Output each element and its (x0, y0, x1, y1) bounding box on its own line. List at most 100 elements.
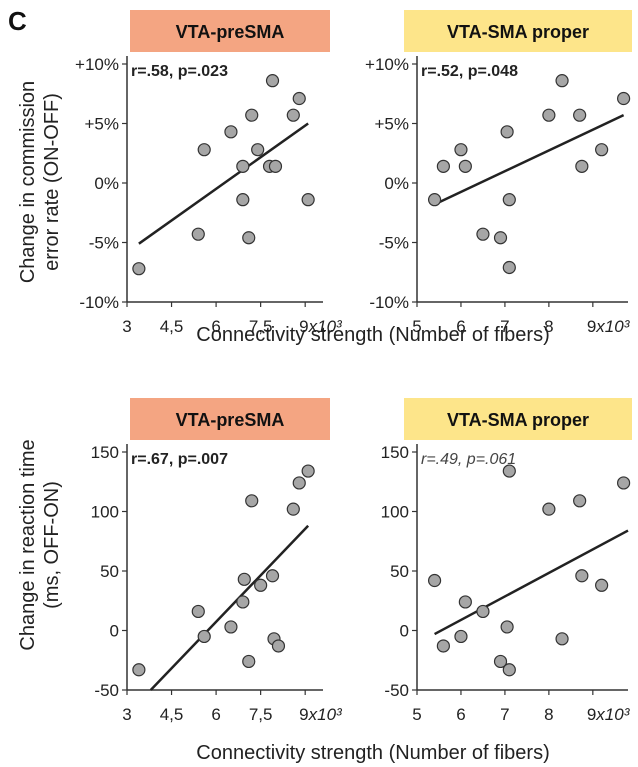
x-tick-label: 4,5 (160, 705, 184, 724)
data-point (502, 260, 516, 275)
panel-letter: C (8, 6, 27, 36)
data-point (197, 143, 211, 157)
row-1-ylabel-line-1: Change in commission (17, 81, 39, 283)
x-tick-label: 8 (544, 705, 553, 724)
data-point (224, 125, 238, 139)
x-tick-label: 6 (456, 705, 465, 724)
data-point (555, 632, 569, 646)
x-tick-label: 3 (122, 705, 131, 724)
y-tick-label: +5% (375, 115, 410, 134)
row-1-xlabel: Connectivity strength (Number of fibers) (196, 324, 549, 346)
data-point (502, 193, 516, 207)
y-tick-label: +10% (365, 55, 409, 74)
regression-line (138, 122, 309, 245)
data-point (245, 108, 259, 122)
x-tick-label: 4,5 (160, 317, 184, 336)
data-point (242, 231, 256, 245)
data-point (427, 573, 442, 588)
data-point (237, 572, 251, 586)
x-tick-label: 7 (500, 317, 509, 336)
row-2-ylabel-line-2: (ms, OFF-ON) (41, 481, 63, 609)
data-point (575, 159, 589, 173)
x-tick-label: 6 (211, 705, 220, 724)
data-point (493, 231, 508, 245)
y-tick-label: -5% (89, 234, 119, 253)
y-tick-label: 50 (100, 562, 119, 581)
stat-annotation: r=.58, p=.023 (131, 63, 228, 80)
panel-3: VTA-preSMA 150 100 50 0 -503 4,5 6 7,5 9x10³ r=.67… (91, 398, 343, 724)
x-unit-label: x10³ (308, 705, 343, 724)
y-tick-label: 0% (94, 174, 119, 193)
panel-4: VTA-SMA proper 150 100 50 0 -505 6 7 8 9x10³ r=.49… (381, 398, 632, 724)
panel-2: VTA-SMA proper +10% +5% 0% -5% -10%5 6 7 8 9x10³ r… (365, 10, 632, 336)
data-point (132, 262, 146, 276)
data-point (224, 620, 238, 634)
data-point (301, 193, 315, 207)
y-tick-label: 0 (400, 622, 409, 641)
data-point (476, 227, 490, 241)
regression-line (434, 114, 625, 206)
data-point (265, 74, 280, 88)
data-point (132, 663, 146, 677)
y-tick-label: -50 (94, 681, 119, 700)
row-1-ylabel-line-2: error rate (ON-OFF) (41, 93, 63, 271)
x-tick-label: 8 (544, 317, 553, 336)
data-point (197, 629, 211, 644)
y-tick-label: 0% (384, 174, 409, 193)
data-point (493, 654, 508, 669)
x-tick-label: 9x10³ (587, 705, 631, 724)
y-tick-label: +10% (75, 55, 119, 74)
regression-line (433, 529, 629, 636)
row-2-ylabel-line-1: Change in reaction time (17, 439, 39, 650)
panel-title: VTA-preSMA (176, 22, 285, 42)
title-banner (130, 398, 330, 440)
panel-title: VTA-SMA proper (447, 22, 589, 42)
data-point (191, 604, 205, 619)
x-unit-label: x10³ (308, 317, 343, 336)
regression-line (149, 524, 310, 691)
data-point (242, 654, 256, 669)
data-point (236, 159, 250, 173)
data-point (555, 74, 569, 88)
row-2-xlabel: Connectivity strength (Number of fibers) (196, 742, 549, 764)
panel-1: VTA-preSMA +10% +5% 0% -5% -10%3 4,5 6 7,5 9x10³ r… (75, 10, 343, 336)
data-point (542, 108, 556, 122)
x-tick-label: 5 (412, 705, 421, 724)
x-tick-label: 7 (500, 705, 509, 724)
data-point (236, 193, 250, 207)
y-tick-label: -10% (79, 293, 119, 312)
data-point (254, 578, 268, 592)
data-point (575, 569, 589, 583)
data-point (292, 91, 306, 106)
y-tick-label: 150 (91, 443, 119, 462)
data-point (301, 464, 315, 478)
data-point (427, 193, 442, 207)
data-point (595, 578, 609, 592)
data-point (454, 143, 468, 157)
stat-annotation: r=.49, p=.061 (421, 451, 516, 468)
x-tick-label: 9x10³ (299, 317, 343, 336)
data-point (268, 159, 283, 173)
y-tick-label: -5% (379, 234, 409, 253)
data-point (191, 227, 205, 241)
data-point (286, 502, 300, 516)
y-tick-label: 100 (381, 503, 409, 522)
data-point (245, 494, 259, 508)
data-point (573, 494, 587, 508)
y-tick-label: -10% (369, 293, 409, 312)
y-tick-label: 50 (390, 562, 409, 581)
data-point (271, 639, 286, 653)
data-point (436, 159, 450, 173)
data-point (292, 476, 306, 490)
title-banner (404, 10, 632, 52)
y-tick-label: 0 (110, 622, 119, 641)
data-point (617, 476, 631, 490)
x-tick-label: 9x10³ (587, 317, 631, 336)
row-1-ylabel: Change in commission error rate (ON-OFF) (17, 81, 63, 283)
x-unit-label: x10³ (595, 705, 630, 724)
data-point (573, 108, 587, 122)
stat-annotation: r=.52, p=.048 (421, 63, 518, 80)
x-tick-label: 5 (412, 317, 421, 336)
x-tick-label: 9x10³ (299, 705, 343, 724)
